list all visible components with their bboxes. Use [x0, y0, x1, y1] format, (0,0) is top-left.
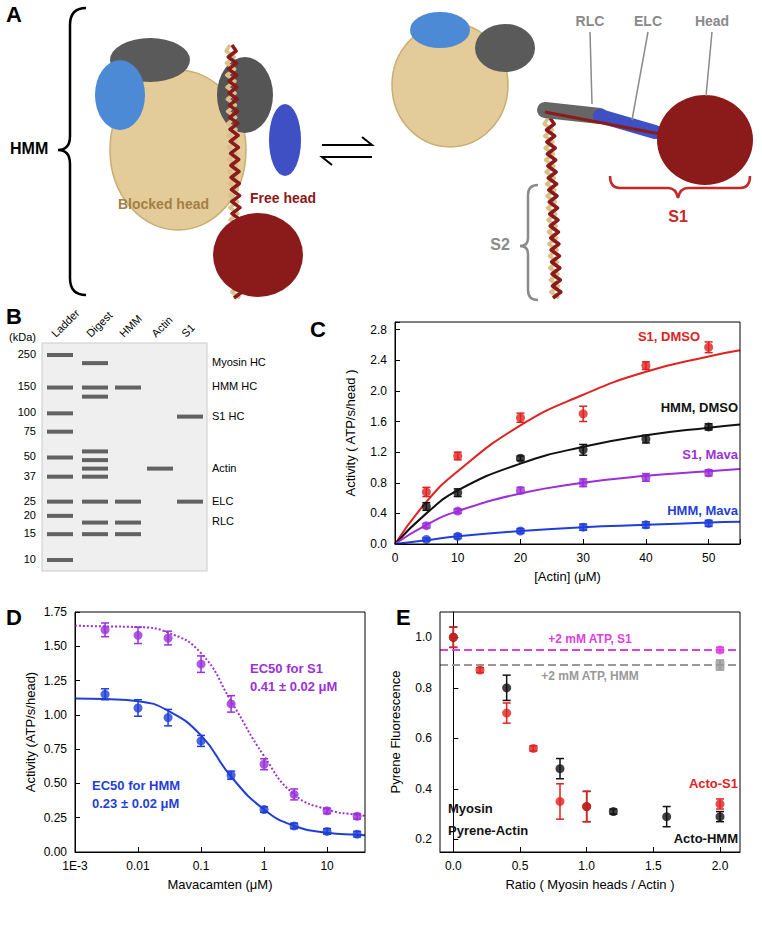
svg-text:1.2: 1.2: [370, 445, 387, 459]
svg-text:10: 10: [320, 859, 334, 873]
svg-text:Myosin HC: Myosin HC: [212, 356, 266, 368]
svg-text:B: B: [6, 304, 22, 329]
svg-text:Acto-HMM: Acto-HMM: [674, 831, 738, 846]
svg-text:ELC: ELC: [634, 13, 662, 29]
svg-text:1.5: 1.5: [645, 859, 662, 873]
svg-text:0.4: 0.4: [415, 782, 432, 796]
svg-text:1: 1: [261, 859, 268, 873]
svg-text:[Actin] (μM): [Actin] (μM): [534, 569, 601, 584]
svg-text:C: C: [310, 317, 326, 342]
svg-text:Activity (ATP/s/head): Activity (ATP/s/head): [23, 672, 38, 792]
svg-text:HMM, Mava: HMM, Mava: [667, 503, 739, 518]
svg-text:Ladder: Ladder: [49, 307, 82, 340]
svg-text:Pyrene Fluorescence: Pyrene Fluorescence: [388, 671, 403, 794]
svg-text:Pyrene-Actin: Pyrene-Actin: [448, 823, 528, 838]
svg-text:0.0: 0.0: [445, 859, 462, 873]
svg-text:1.6: 1.6: [370, 415, 387, 429]
svg-text:0.2: 0.2: [415, 832, 432, 846]
svg-text:20: 20: [24, 509, 36, 521]
svg-text:D: D: [6, 605, 22, 630]
svg-text:10: 10: [24, 553, 36, 565]
svg-text:50: 50: [24, 450, 36, 462]
svg-text:0.75: 0.75: [44, 742, 68, 756]
svg-text:+2 mM ATP, S1: +2 mM ATP, S1: [548, 632, 632, 646]
svg-text:S2: S2: [490, 236, 510, 253]
svg-text:150: 150: [18, 380, 36, 392]
svg-text:50: 50: [702, 551, 716, 565]
svg-text:0.50: 0.50: [44, 776, 68, 790]
svg-text:Mavacamten (μM): Mavacamten (μM): [167, 877, 272, 892]
svg-text:2.0: 2.0: [712, 859, 729, 873]
svg-text:2.4: 2.4: [370, 353, 387, 367]
svg-text:Blocked head: Blocked head: [118, 196, 209, 212]
svg-text:Ratio ( Myosin heads / Actin ): Ratio ( Myosin heads / Actin ): [505, 877, 674, 892]
svg-text:2.8: 2.8: [370, 323, 387, 337]
svg-text:0.8: 0.8: [415, 681, 432, 695]
svg-text:0.01: 0.01: [126, 859, 150, 873]
svg-text:Actin: Actin: [212, 462, 236, 474]
svg-text:Actin: Actin: [149, 314, 175, 340]
svg-text:30: 30: [577, 551, 591, 565]
svg-text:+2 mM ATP, HMM: +2 mM ATP, HMM: [541, 669, 638, 683]
svg-text:S1, DMSO: S1, DMSO: [638, 329, 700, 344]
svg-text:2.0: 2.0: [370, 384, 387, 398]
svg-text:S1, Mava: S1, Mava: [682, 447, 738, 462]
svg-text:0.6: 0.6: [415, 731, 432, 745]
svg-text:1.0: 1.0: [415, 630, 432, 644]
svg-text:0.0: 0.0: [370, 537, 387, 551]
svg-text:0: 0: [392, 551, 399, 565]
svg-text:1.75: 1.75: [44, 605, 68, 619]
svg-text:HMM HC: HMM HC: [212, 380, 257, 392]
svg-text:A: A: [6, 2, 22, 27]
svg-text:15: 15: [24, 527, 36, 539]
svg-text:0.5: 0.5: [512, 859, 529, 873]
svg-text:S1: S1: [179, 321, 197, 339]
svg-text:HMM: HMM: [10, 140, 48, 157]
svg-text:(kDa): (kDa): [9, 331, 36, 343]
svg-text:10: 10: [451, 551, 465, 565]
svg-text:0.1: 0.1: [193, 859, 210, 873]
svg-text:HMM: HMM: [117, 312, 144, 339]
svg-text:HMM, DMSO: HMM, DMSO: [661, 400, 738, 415]
svg-text:EC50 for HMM: EC50 for HMM: [92, 778, 180, 793]
svg-text:37: 37: [24, 470, 36, 482]
svg-text:Digest: Digest: [84, 309, 115, 340]
svg-text:25: 25: [24, 495, 36, 507]
svg-text:Free head: Free head: [250, 190, 316, 206]
svg-text:Acto-S1: Acto-S1: [689, 776, 738, 791]
svg-text:1.25: 1.25: [44, 674, 68, 688]
svg-text:0.00: 0.00: [44, 845, 68, 859]
svg-text:100: 100: [18, 406, 36, 418]
svg-text:1.50: 1.50: [44, 639, 68, 653]
svg-text:1E-3: 1E-3: [62, 859, 88, 873]
svg-text:RLC: RLC: [212, 515, 234, 527]
svg-text:ELC: ELC: [212, 495, 233, 507]
svg-text:S1 HC: S1 HC: [212, 410, 244, 422]
svg-text:0.25: 0.25: [44, 811, 68, 825]
svg-text:EC50 for S1: EC50 for S1: [250, 661, 323, 676]
svg-text:Myosin: Myosin: [448, 801, 493, 816]
svg-text:20: 20: [514, 551, 528, 565]
svg-text:40: 40: [639, 551, 653, 565]
svg-text:75: 75: [24, 425, 36, 437]
svg-text:0.41 ± 0.02 μM: 0.41 ± 0.02 μM: [250, 679, 337, 694]
svg-text:1.0: 1.0: [578, 859, 595, 873]
svg-text:1.00: 1.00: [44, 708, 68, 722]
svg-text:0.8: 0.8: [370, 476, 387, 490]
svg-text:250: 250: [18, 348, 36, 360]
svg-text:S1: S1: [668, 208, 688, 225]
svg-text:RLC: RLC: [576, 13, 605, 29]
svg-text:0.23 ± 0.02 μM: 0.23 ± 0.02 μM: [92, 796, 179, 811]
svg-text:0.4: 0.4: [370, 506, 387, 520]
svg-text:Head: Head: [695, 13, 729, 29]
svg-text:E: E: [396, 605, 411, 630]
svg-text:Activity ( ATP/s/head ): Activity ( ATP/s/head ): [343, 370, 358, 497]
